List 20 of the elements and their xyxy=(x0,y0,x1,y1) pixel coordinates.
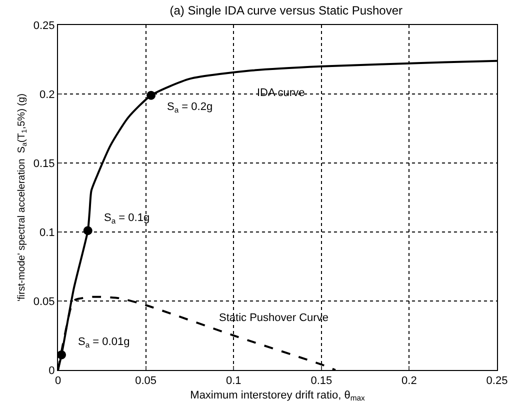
y-tick-label: 0.1 xyxy=(40,226,55,239)
series-label: Static Pushover Curve xyxy=(219,312,328,324)
y-tick-label: 0.15 xyxy=(33,158,55,170)
point xyxy=(83,226,92,236)
y-tick-label: 0.2 xyxy=(40,88,55,101)
y-tick-label: 0.25 xyxy=(33,20,55,32)
x-axis-title: Maximum interstorey drift ratio, θ$_{max}$ xyxy=(190,389,365,403)
x-tick-label: 0.1 xyxy=(226,375,242,388)
point xyxy=(146,90,156,100)
chart-title: (a) Single IDA curve versus Static Pushover xyxy=(170,4,403,18)
annotation: S$_{a}$ = 0.1g xyxy=(104,212,150,226)
annotation: S$_{a}$ = 0.2g xyxy=(167,101,213,114)
point xyxy=(58,350,66,360)
y-tick-label: 0 xyxy=(48,364,55,377)
x-tick-label: 0.05 xyxy=(135,375,157,388)
y-tick-label: 0.05 xyxy=(33,296,55,308)
x-tick-label: 0.15 xyxy=(310,375,332,388)
annotation: S$_{a}$ = 0.01g xyxy=(78,336,130,350)
x-tick-label: 0.25 xyxy=(486,375,508,388)
x-tick-label: 0.2 xyxy=(402,375,417,388)
